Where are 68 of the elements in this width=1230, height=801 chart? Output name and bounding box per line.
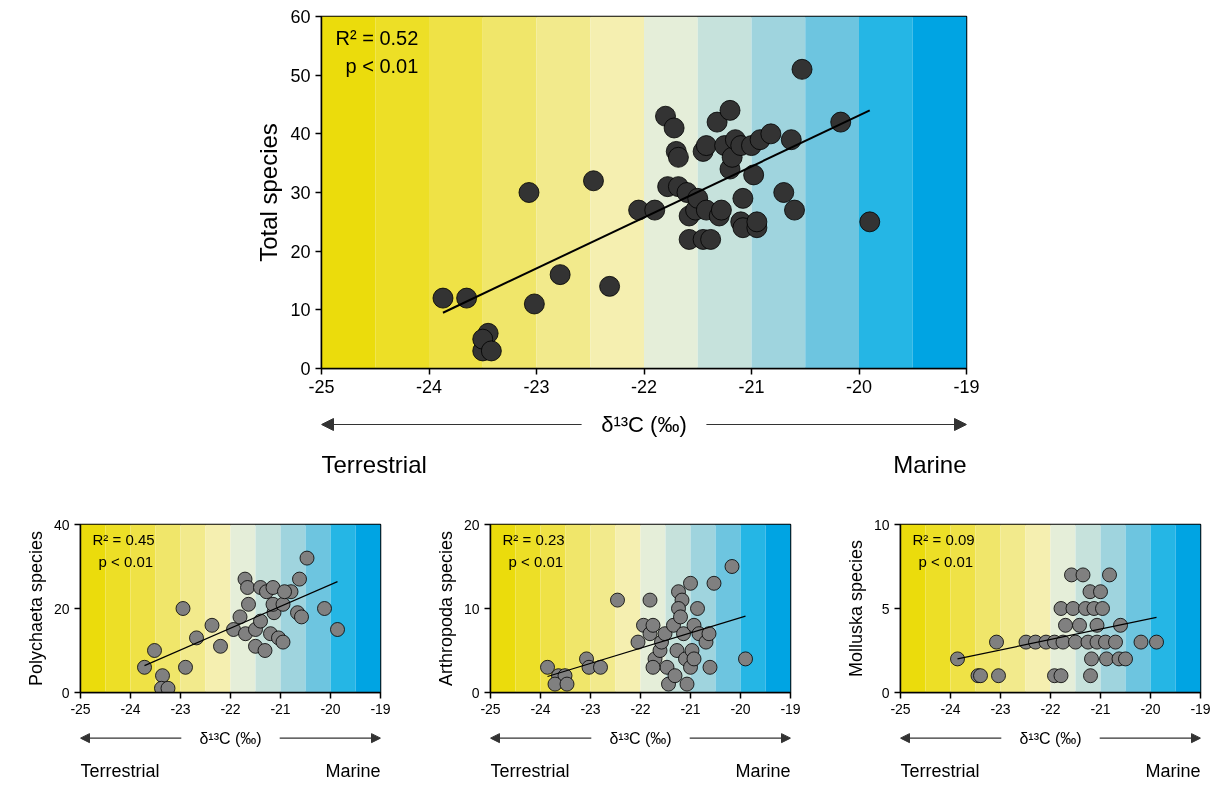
x-tick-label: -19 bbox=[370, 700, 391, 717]
x-tick-label: -20 bbox=[320, 700, 341, 717]
y-tick-label: 0 bbox=[300, 359, 311, 379]
y-axis-title: Molluska species bbox=[845, 539, 866, 678]
y-tick-label: 60 bbox=[290, 7, 311, 27]
x-axis-title: δ¹³C (‰) bbox=[609, 729, 672, 747]
y-tick-label: 20 bbox=[290, 241, 311, 262]
x-tick-label: -24 bbox=[530, 700, 551, 717]
text: Terrestrial bbox=[80, 761, 160, 781]
x-tick-label: -22 bbox=[630, 376, 658, 397]
annotation: R² = 0.45 bbox=[92, 530, 155, 548]
x-axis-title: δ¹³C (‰) bbox=[199, 729, 262, 747]
x-tick-label: -22 bbox=[630, 700, 651, 717]
y-axis-title: Total species bbox=[255, 123, 283, 262]
text: Marine bbox=[325, 761, 381, 781]
x-tick-label: -24 bbox=[940, 700, 961, 717]
y-tick-label: 20 bbox=[53, 600, 70, 617]
x-tick-label: -24 bbox=[120, 700, 141, 717]
x-axis-title: δ¹³C (‰) bbox=[601, 412, 687, 437]
x-tick-label: -20 bbox=[845, 376, 873, 397]
x-tick-label: -25 bbox=[890, 700, 911, 717]
x-tick-label: -21 bbox=[680, 700, 701, 717]
x-tick-label: -23 bbox=[523, 376, 550, 397]
y-tick-label: 0 bbox=[471, 684, 480, 701]
text: Terrestrial bbox=[900, 761, 980, 781]
annotation: p < 0.01 bbox=[508, 552, 564, 570]
x-tick-label: -19 bbox=[953, 376, 980, 397]
x-tick-label: -23 bbox=[170, 700, 191, 717]
y-tick-label: 40 bbox=[290, 124, 311, 145]
text: Marine bbox=[735, 761, 791, 781]
y-tick-label: 0 bbox=[61, 684, 70, 701]
x-tick-label: -24 bbox=[415, 376, 443, 397]
x-tick-label: -20 bbox=[1140, 700, 1161, 717]
y-tick-label: 50 bbox=[290, 65, 311, 86]
y-tick-label: 40 bbox=[53, 516, 70, 533]
text: Marine bbox=[893, 451, 967, 478]
y-tick-label: 10 bbox=[290, 300, 311, 321]
x-tick-label: -23 bbox=[990, 700, 1011, 717]
x-tick-label: -25 bbox=[480, 700, 501, 717]
y-tick-label: 30 bbox=[290, 183, 311, 203]
annotation: p < 0.01 bbox=[918, 552, 974, 570]
y-tick-label: 5 bbox=[881, 600, 890, 617]
y-tick-label: 20 bbox=[463, 516, 480, 533]
y-axis-title: Polychaeta species bbox=[25, 530, 46, 687]
x-tick-label: -22 bbox=[1040, 700, 1061, 717]
y-tick-label: 10 bbox=[463, 600, 480, 617]
annotation: R² = 0.09 bbox=[912, 530, 975, 548]
x-tick-label: -21 bbox=[270, 700, 291, 717]
x-axis-title: δ¹³C (‰) bbox=[1019, 729, 1082, 747]
annotation: p < 0.01 bbox=[345, 54, 419, 77]
x-tick-label: -22 bbox=[220, 700, 241, 717]
annotation: R² = 0.52 bbox=[335, 26, 419, 49]
x-tick-label: -20 bbox=[730, 700, 751, 717]
x-tick-label: -19 bbox=[1190, 700, 1211, 717]
x-tick-label: -25 bbox=[308, 376, 335, 397]
x-tick-label: -25 bbox=[70, 700, 91, 717]
y-tick-label: 10 bbox=[873, 516, 890, 533]
text: Terrestrial bbox=[321, 451, 427, 478]
text: Terrestrial bbox=[490, 761, 570, 781]
y-axis-title: Arthropoda species bbox=[435, 530, 456, 687]
x-tick-label: -19 bbox=[780, 700, 801, 717]
annotation: R² = 0.23 bbox=[502, 530, 565, 548]
x-tick-label: -23 bbox=[580, 700, 601, 717]
text: Marine bbox=[1145, 761, 1201, 781]
annotation: p < 0.01 bbox=[98, 552, 154, 570]
x-tick-label: -21 bbox=[738, 376, 765, 397]
x-tick-label: -21 bbox=[1090, 700, 1111, 717]
y-tick-label: 0 bbox=[881, 684, 890, 701]
